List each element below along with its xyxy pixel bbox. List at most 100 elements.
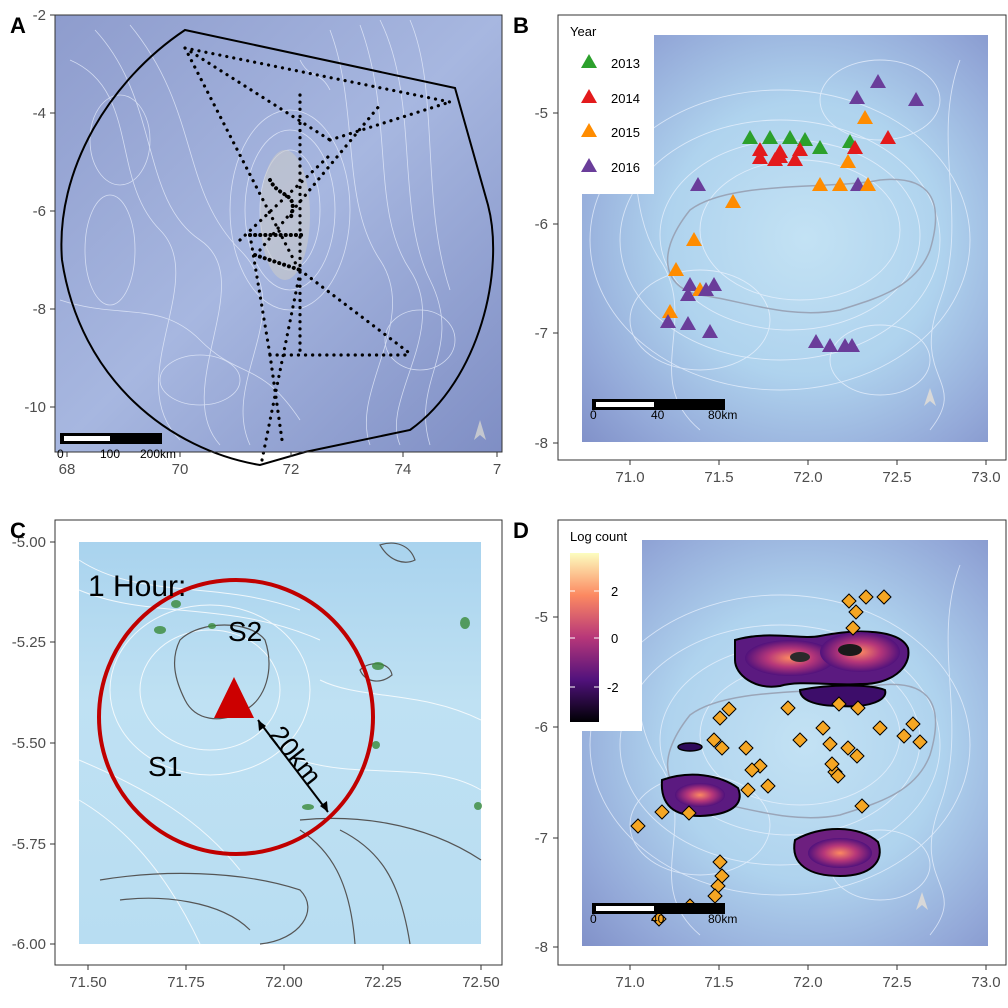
panel-d-detection-diamond	[912, 734, 928, 750]
panel-d-density-blobs	[660, 630, 910, 878]
panel-b-sighting-triangle	[849, 90, 865, 104]
panel-b-scale-label-0: 0	[590, 408, 597, 422]
panel-d-scale-label-40: 40	[651, 912, 665, 926]
panel-b-sighting-triangle	[762, 130, 778, 144]
panel-c-y-tick: -5.50	[12, 735, 46, 752]
panel-b-sighting-triangle	[808, 334, 824, 348]
panel-b-legend-box	[559, 16, 654, 194]
panel-d-detection-diamond	[822, 736, 838, 752]
panel-d-y-tick: -5	[535, 609, 548, 626]
panel-b-scale-bar: 0 40 80km	[590, 399, 737, 422]
panel-d-y-tick: -8	[535, 939, 548, 956]
panel-b-legend-title: Year	[570, 24, 597, 39]
panel-c-distance-arrow	[257, 719, 329, 813]
panel-b-sighting-triangle	[847, 140, 863, 154]
panel-d-detection-diamond	[738, 740, 754, 756]
panel-b-sighting-triangle	[797, 132, 813, 146]
panel-a-x-tick: 7	[493, 461, 501, 478]
panel-d-detection-diamond	[841, 593, 857, 609]
panel-b-legend-label: 2015	[611, 125, 640, 140]
panel-d-detection-diamond	[815, 720, 831, 736]
panel-b-sighting-triangle	[880, 130, 896, 144]
panel-d-detection-diamond	[712, 854, 728, 870]
panel-b-y-tick: -7	[535, 325, 548, 342]
panel-b-y-tick: -6	[535, 216, 548, 233]
panel-d-legend-tick: -2	[607, 680, 619, 695]
panel-a-y-axis: -2 -4 -6 -8 -10	[24, 7, 55, 416]
panel-c-station-marker	[214, 677, 254, 718]
panel-c-x-tick: 72.50	[462, 974, 500, 991]
panel-d-x-tick: 71.5	[704, 974, 733, 991]
panel-d-detection-diamond	[850, 700, 866, 716]
panel-d-y-tick: -6	[535, 719, 548, 736]
panel-d-detection-diamond	[854, 798, 870, 814]
panel-d-detection-diamond	[744, 762, 760, 778]
panel-b-y-axis: -5 -6 -7 -8	[535, 105, 558, 452]
panel-b-sighting-triangle	[662, 304, 678, 318]
panel-a-frame	[54, 14, 503, 453]
panel-d-detection-diamond	[706, 732, 722, 748]
panel-c-x-tick: 72.25	[364, 974, 402, 991]
panel-b-x-tick: 72.0	[793, 469, 822, 486]
panel-b-sighting-triangle	[752, 150, 768, 164]
panel-d-legend: Log count 2 0 -2	[559, 521, 642, 731]
panel-b-legend-label: 2013	[611, 56, 640, 71]
panel-d-detection-diamond	[830, 768, 846, 784]
panel-d-detection-diamond	[831, 696, 847, 712]
panel-c-y-tick: -6.00	[12, 936, 46, 953]
panel-b-sighting-triangle	[822, 338, 838, 352]
panel-c-reef-patches	[154, 600, 482, 810]
panel-a-north-arrow	[474, 420, 486, 440]
panel-c-x-axis: 71.50 71.75 72.00 72.25 72.50	[69, 965, 500, 991]
panel-b-sighting-triangle	[860, 177, 876, 191]
panel-d-x-tick: 71.0	[615, 974, 644, 991]
panel-b-sighting-triangle	[702, 324, 718, 338]
panel-b-x-tick: 72.5	[882, 469, 911, 486]
panel-b-sighting-triangle	[844, 338, 860, 352]
panel-c-map-background	[79, 542, 481, 944]
panel-a-x-tick: 70	[172, 461, 189, 478]
panel-d: Log count 2 0 -2 0 40 80km 71.0 71.5 72.…	[513, 518, 1007, 991]
panel-a-x-tick: 72	[283, 461, 300, 478]
panel-b-sighting-triangle	[725, 194, 741, 208]
panel-b-sighting-triangle	[812, 177, 828, 191]
panel-c-x-tick: 72.00	[265, 974, 303, 991]
panel-c-one-hour-range-circle	[97, 578, 375, 856]
panel-a-label: A	[10, 13, 26, 38]
panel-b-x-tick: 73.0	[971, 469, 1000, 486]
panel-a: 0 100 200km 68 70 72 74 7 -2 -4 -	[10, 7, 503, 478]
panel-d-detection-diamond	[740, 782, 756, 798]
panel-b-sighting-triangle	[706, 277, 722, 291]
panel-d-x-tick: 73.0	[971, 974, 1000, 991]
panel-b-legend: Year 2013 2014 2015 2016	[559, 16, 654, 194]
panel-c-y-tick: -5.75	[12, 836, 46, 853]
panel-b-sighting-triangle	[668, 262, 684, 276]
panel-d-detection-diamond	[858, 589, 874, 605]
panel-b-sighting-triangle	[660, 314, 676, 328]
panel-d-acoustic-detections	[630, 589, 928, 927]
panel-b-sighting-triangle	[752, 142, 768, 156]
panel-d-detection-diamond	[654, 804, 670, 820]
panel-c-y-tick: -5.25	[12, 634, 46, 651]
panel-d-detection-diamond	[848, 604, 864, 620]
panel-d-detection-diamond	[872, 720, 888, 736]
panel-b-label: B	[513, 13, 529, 38]
panel-d-detection-diamond	[630, 818, 646, 834]
panel-b-x-axis: 71.0 71.5 72.0 72.5 73.0	[615, 460, 1001, 486]
panel-b-sighting-triangle	[698, 282, 714, 296]
panel-d-detection-diamond	[824, 756, 840, 772]
panel-d-y-axis: -5 -6 -7 -8	[535, 609, 558, 956]
panel-a-y-tick: -6	[33, 203, 46, 220]
panel-d-scale-label-0: 0	[590, 912, 597, 926]
panel-d-detection-diamond	[849, 748, 865, 764]
panel-a-y-tick: -8	[33, 301, 46, 318]
panel-b-legend-label: 2016	[611, 160, 640, 175]
panel-b-sighting-triangle	[742, 130, 758, 144]
panel-b-sighting-triangle	[908, 92, 924, 106]
panel-b-legend-item-2015: 2015	[581, 123, 640, 140]
panel-b-sighting-triangle	[840, 154, 856, 168]
panel-b-sighting-triangle	[857, 110, 873, 124]
panel-c-y-tick: -5.00	[12, 534, 46, 551]
panel-b-sighting-triangle	[870, 74, 886, 88]
